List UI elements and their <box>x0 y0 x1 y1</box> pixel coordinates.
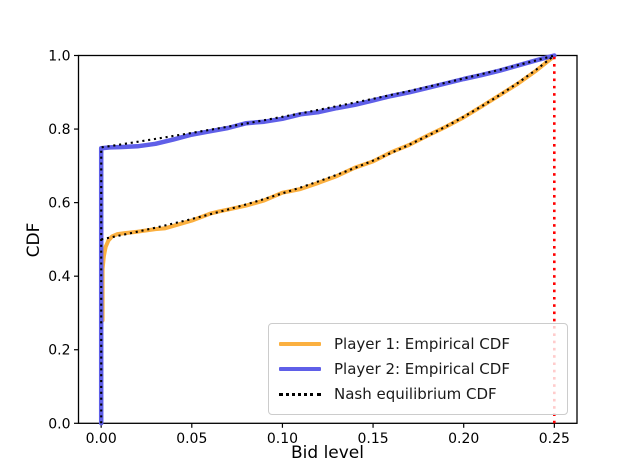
x-tick-label: 0.25 <box>539 431 570 447</box>
y-tick-label: 0.8 <box>48 122 70 138</box>
legend-item-nash: Nash equilibrium CDF <box>279 382 557 407</box>
axes-frame <box>77 54 578 424</box>
y-tick-label: 0.6 <box>48 196 70 212</box>
legend-label-player2: Player 2: Empirical CDF <box>334 359 510 378</box>
legend-label-player1: Player 1: Empirical CDF <box>334 334 510 353</box>
player2-line-swatch-icon <box>279 366 321 371</box>
legend: Player 1: Empirical CDF Player 2: Empiri… <box>268 323 568 415</box>
x-tick-label: 0.10 <box>267 431 298 447</box>
series-nash-equilibrium-cdf-player-2- <box>100 54 555 424</box>
y-tick-label: 0.4 <box>48 269 70 285</box>
series-player-1-empirical-cdf <box>100 54 557 323</box>
legend-item-player1: Player 1: Empirical CDF <box>279 331 557 356</box>
legend-label-nash: Nash equilibrium CDF <box>334 385 497 404</box>
legend-item-player2: Player 2: Empirical CDF <box>279 356 557 381</box>
x-tick-label: 0.05 <box>176 431 207 447</box>
series-nash-equilibrium-cdf-player-1- <box>100 54 555 241</box>
y-tick-label: 0.0 <box>48 416 70 432</box>
x-axis-label: Bid level <box>290 443 364 463</box>
x-tick-label: 0.20 <box>448 431 479 447</box>
x-tick-label: 0.00 <box>86 431 117 447</box>
y-tick-label: 1.0 <box>48 49 70 65</box>
y-axis-label: CDF <box>24 222 44 258</box>
nash-line-swatch-icon <box>279 392 321 396</box>
y-tick-label: 0.2 <box>48 343 70 359</box>
player1-line-swatch-icon <box>279 341 321 346</box>
x-tick-label: 0.15 <box>357 431 388 447</box>
